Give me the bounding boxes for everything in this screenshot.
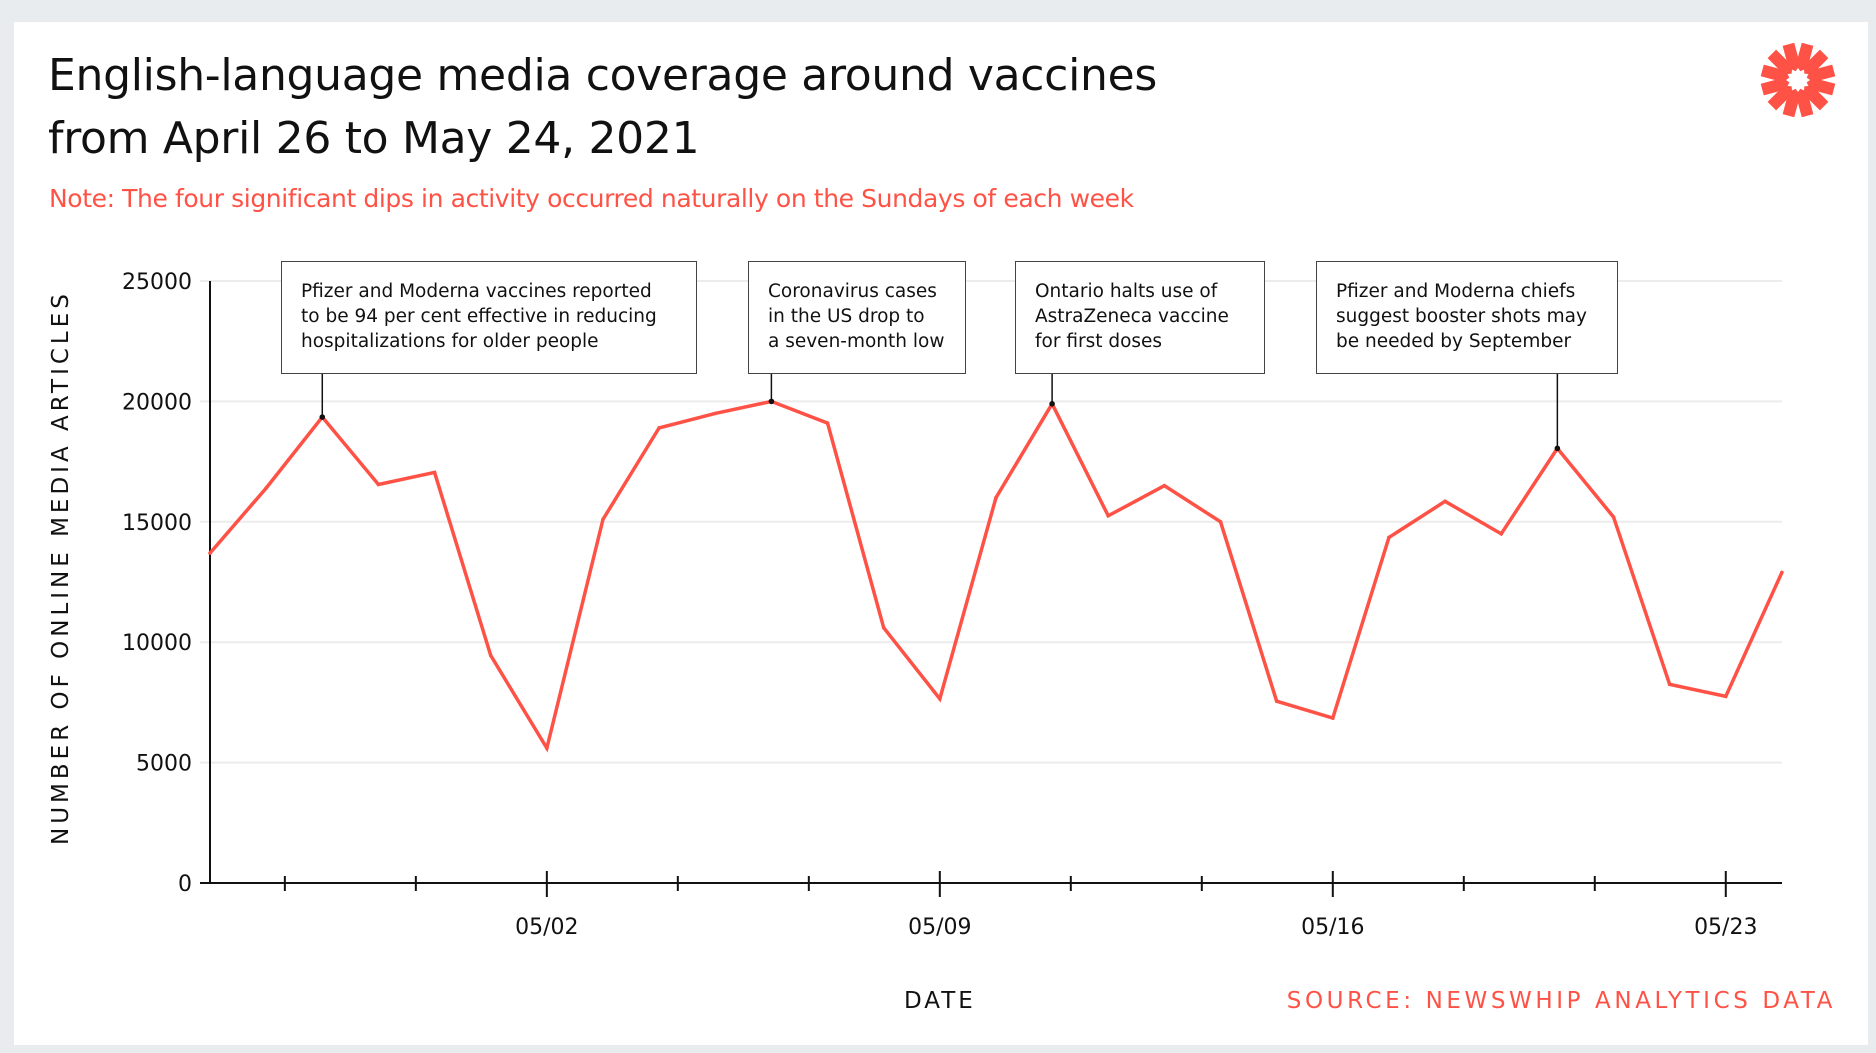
data-point-04-26	[208, 551, 212, 555]
annotation-text-line: a seven-month low	[768, 331, 945, 352]
source-credit: SOURCE: NEWSWHIP ANALYTICS DATA	[1286, 988, 1836, 1014]
y-axis-ticks: 0 5000 10000 15000 20000 25000	[122, 270, 210, 897]
chart-note: Note: The four significant dips in activ…	[49, 184, 1134, 213]
y-axis-label: NUMBER OF ONLINE MEDIA ARTICLES	[48, 290, 74, 845]
logo-petal	[1803, 49, 1829, 75]
data-point-04-29	[376, 482, 381, 487]
annotation-text-line: for first doses	[1035, 331, 1163, 352]
data-point-05-24	[1780, 570, 1784, 575]
data-point-04-30	[432, 470, 437, 475]
y-tick-label: 5000	[136, 752, 192, 777]
annotation-text-line: Ontario halts use of	[1035, 281, 1218, 302]
logo-petal	[1767, 85, 1793, 111]
data-point-05-12	[1106, 513, 1111, 518]
logo-petal	[1806, 77, 1836, 96]
annotation-text-line: be needed by September	[1336, 331, 1572, 352]
data-point-05-13	[1162, 483, 1167, 488]
y-tick-label: 10000	[122, 631, 192, 656]
data-point-05-04	[657, 426, 661, 430]
data-point-05-10	[994, 495, 998, 500]
annotation-anchor-dot	[1554, 445, 1561, 452]
data-point-05-07	[825, 421, 830, 425]
data-point-05-01	[488, 653, 493, 658]
data-point-04-27	[264, 486, 268, 490]
x-tick-label: 05/23	[1694, 915, 1757, 940]
annotation-box: Pfizer and Moderna chiefs suggest booster…	[1316, 261, 1618, 374]
data-point-05-08	[881, 625, 886, 630]
logo-petal	[1795, 88, 1814, 118]
annotation-text-line: Pfizer and Moderna vaccines reported	[301, 281, 652, 302]
data-point-05-19	[1499, 532, 1504, 536]
logo-petal	[1795, 42, 1814, 72]
x-axis-label: DATE	[904, 988, 976, 1014]
x-tick-label: 05/16	[1301, 915, 1364, 940]
chart-title-line-1: English-language media coverage around v…	[48, 50, 1157, 101]
annotation-text-line: Coronavirus cases	[768, 281, 937, 302]
annotation-text-line: Pfizer and Moderna chiefs	[1336, 281, 1576, 302]
data-point-05-18	[1443, 499, 1447, 504]
y-tick-label: 25000	[122, 270, 192, 295]
annotation-text-line: to be 94 per cent effective in reducing	[301, 306, 657, 327]
logo-petal	[1803, 85, 1829, 111]
annotation-leaders	[319, 374, 1561, 452]
logo-petal	[1782, 42, 1801, 72]
starburst-logo-icon	[1760, 42, 1836, 118]
annotation-anchor-dot	[768, 398, 775, 405]
annotation-text-line: in the US drop to	[768, 306, 925, 327]
logo-petal	[1806, 64, 1836, 83]
data-point-05-17	[1387, 535, 1391, 540]
annotation-anchor-dot	[1049, 401, 1055, 407]
data-points	[208, 399, 1784, 750]
logo-petal	[1760, 64, 1790, 83]
chart-card	[14, 22, 1868, 1045]
annotation-text-line: hospitalizations for older people	[301, 331, 599, 352]
data-point-05-21	[1611, 515, 1616, 519]
y-tick-label: 15000	[122, 511, 192, 536]
data-point-05-09	[938, 696, 942, 701]
annotation-box: Ontario halts use of AstraZeneca vaccine f…	[1015, 261, 1265, 374]
logo-petal	[1767, 49, 1793, 75]
data-point-05-16	[1331, 716, 1335, 720]
data-point-05-05	[713, 411, 718, 416]
x-tick-label: 05/02	[515, 915, 578, 940]
x-tick-label: 05/09	[908, 915, 971, 940]
annotation-box: Pfizer and Moderna vaccines reported to b…	[281, 261, 697, 374]
data-point-05-23	[1723, 694, 1728, 699]
data-point-05-03	[601, 517, 605, 522]
data-point-05-02	[545, 746, 549, 750]
chart-title: English-language media coverage around v…	[48, 44, 1157, 170]
logo-petal	[1782, 88, 1801, 118]
chart-title-line-2: from April 26 to May 24, 2021	[48, 113, 700, 164]
logo-petal	[1760, 77, 1790, 96]
annotation-text-line: suggest booster shots may	[1336, 306, 1587, 327]
annotation-anchor-dot	[319, 414, 326, 420]
series-line-online-media-articles	[208, 399, 1784, 753]
data-point-05-15	[1274, 699, 1279, 703]
x-axis-ticks: 05/02 05/09 05/16 05/23	[283, 871, 1757, 940]
annotation-text-line: AstraZeneca vaccine	[1035, 306, 1229, 327]
y-tick-label: 20000	[122, 390, 192, 415]
data-point-05-22	[1667, 682, 1672, 687]
annotation-box: Coronavirus cases in the US drop to a seve…	[748, 261, 966, 374]
data-point-05-14	[1218, 520, 1223, 524]
y-tick-label: 0	[178, 872, 192, 897]
